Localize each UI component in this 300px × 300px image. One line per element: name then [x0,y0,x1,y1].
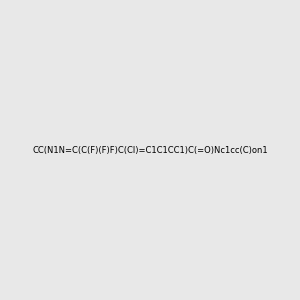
Text: CC(N1N=C(C(F)(F)F)C(Cl)=C1C1CC1)C(=O)Nc1cc(C)on1: CC(N1N=C(C(F)(F)F)C(Cl)=C1C1CC1)C(=O)Nc1… [32,146,268,154]
